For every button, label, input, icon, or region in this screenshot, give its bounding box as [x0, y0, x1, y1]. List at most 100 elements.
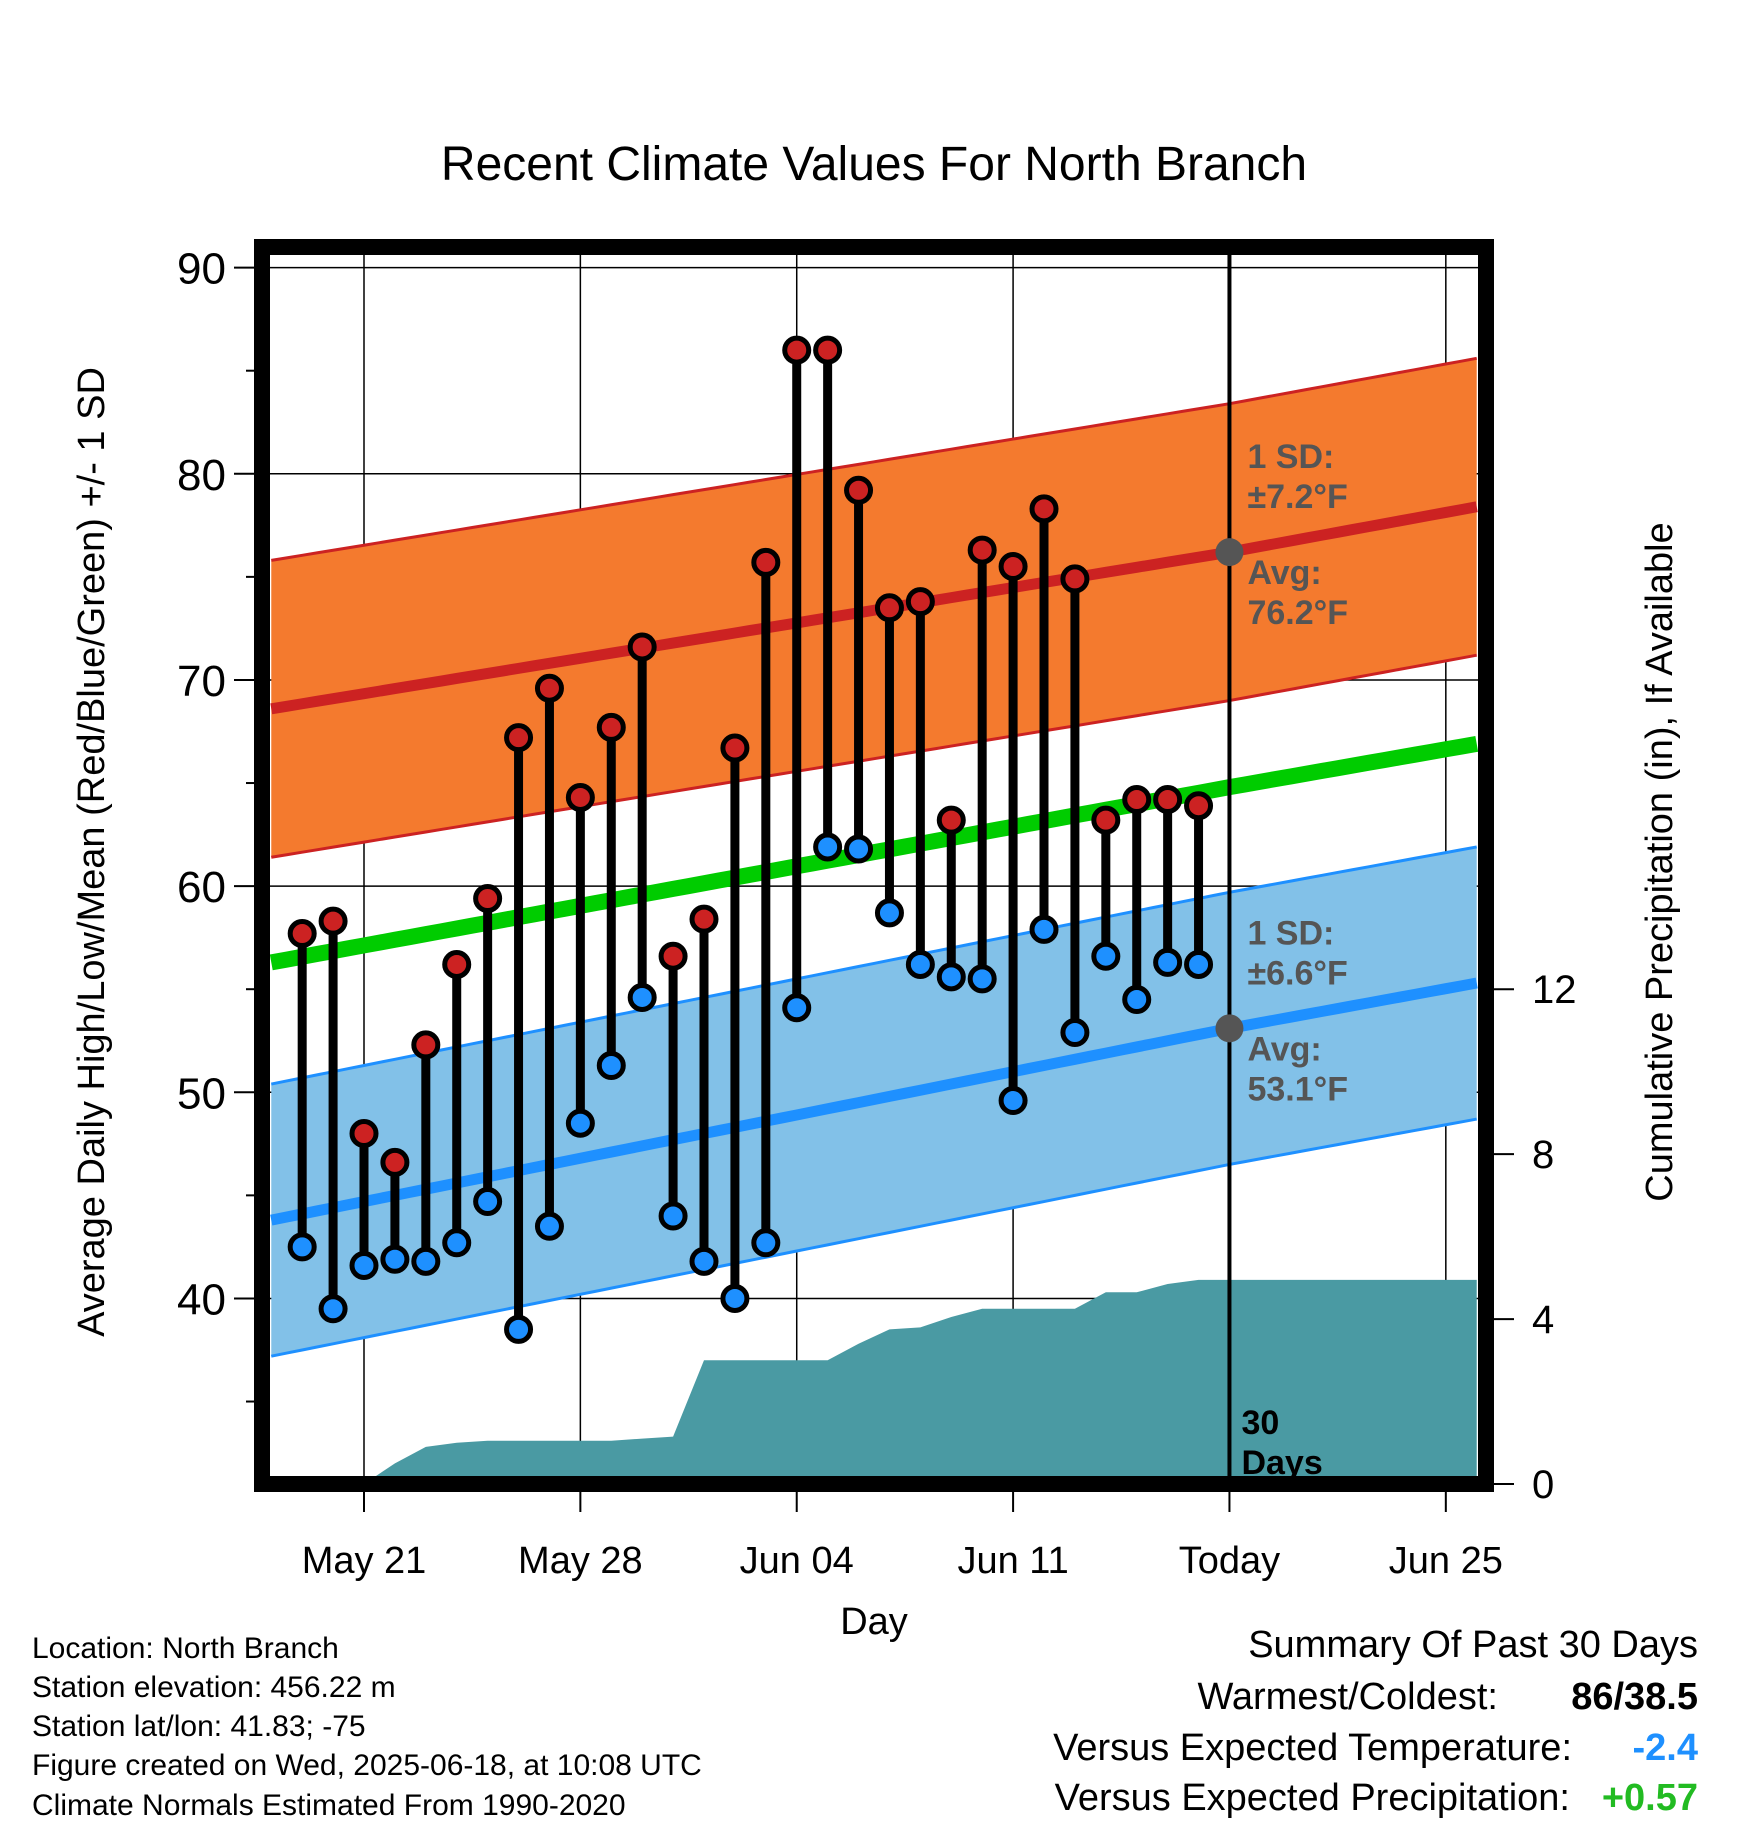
high-point [720, 733, 750, 763]
y-tick-label: 70 [177, 657, 226, 706]
high-point [318, 906, 348, 936]
high-point [287, 919, 317, 949]
low-point [1122, 985, 1152, 1015]
y-tick-label: 90 [177, 245, 226, 294]
low-normal-line [270, 977, 1478, 1226]
low-point [1029, 914, 1059, 944]
high-point [844, 475, 874, 505]
chart-title: Recent Climate Values For North Branch [441, 138, 1307, 191]
mean-normal-line [269, 735, 1479, 971]
high-point [813, 335, 843, 365]
high-point [442, 949, 472, 979]
high-point [751, 547, 781, 577]
high-point [874, 593, 904, 623]
low-point [1091, 941, 1121, 971]
y-tick-label: 60 [177, 863, 226, 912]
high-sd-value: ±7.2°F [1247, 478, 1347, 516]
high-point [936, 805, 966, 835]
days-word: Days [1241, 1444, 1322, 1482]
y-axis-label: Average Daily High/Low/Mean (Red/Blue/Gr… [71, 367, 113, 1337]
summary-temp-label: Versus Expected Temperature: [1053, 1727, 1572, 1769]
low-point [720, 1283, 750, 1313]
x-tick-label: May 21 [302, 1540, 427, 1582]
y2-tick-label: 4 [1532, 1298, 1554, 1342]
y2-tick-label: 12 [1532, 968, 1577, 1012]
high-point [380, 1147, 410, 1177]
low-point [1153, 947, 1183, 977]
low-point [596, 1050, 626, 1080]
low-point [380, 1244, 410, 1274]
low-point [874, 898, 904, 928]
summary-precip-label: Versus Expected Precipitation: [1054, 1777, 1570, 1819]
high-point [1122, 785, 1152, 815]
high-point [1184, 791, 1214, 821]
high-sd-label: 1 SD: [1247, 438, 1334, 476]
summary-warmest-hi: 86 [1571, 1676, 1614, 1718]
low-point [967, 964, 997, 994]
low-point [689, 1246, 719, 1276]
high-point [565, 782, 595, 812]
low-point [1060, 1017, 1090, 1047]
high-point [967, 535, 997, 565]
low-sd-value: ±6.6°F [1247, 954, 1347, 992]
x-axis-label: Day [840, 1601, 908, 1643]
info-latlon: Station lat/lon: 41.83; -75 [32, 1710, 366, 1743]
summary-warmest-sep: / [1613, 1676, 1625, 1718]
high-avg-value: 76.2°F [1247, 594, 1348, 632]
precip-area [364, 1279, 1477, 1484]
y-tick-label: 40 [177, 1275, 226, 1324]
today-low-avg-marker [1215, 1014, 1244, 1043]
high-point [349, 1119, 379, 1149]
y-tick-label: 50 [177, 1069, 226, 1118]
low-sd-band-edge [270, 845, 1478, 1086]
low-avg-value: 53.1°F [1247, 1070, 1348, 1108]
x-tick-label: Jun 04 [740, 1540, 854, 1582]
low-point [473, 1187, 503, 1217]
high-point [905, 587, 935, 617]
low-point [287, 1232, 317, 1262]
high-point [689, 904, 719, 934]
summary-warmest-lo: 38.5 [1624, 1676, 1698, 1718]
high-point [627, 632, 657, 662]
low-point [905, 949, 935, 979]
low-point [565, 1108, 595, 1138]
y2-tick-label: 0 [1532, 1463, 1554, 1507]
low-sd-band-edge [270, 1117, 1478, 1358]
low-point [442, 1228, 472, 1258]
high-point [534, 673, 564, 703]
high-point [1060, 564, 1090, 594]
low-point [936, 962, 966, 992]
high-point [411, 1030, 441, 1060]
y2-tick-label: 8 [1532, 1133, 1554, 1177]
info-created: Figure created on Wed, 2025-06-18, at 10… [32, 1749, 702, 1782]
y2-axis-label: Cumulative Precipitation (in), If Availa… [1639, 522, 1681, 1201]
low-point [504, 1314, 534, 1344]
summary-temp-value: -2.4 [1632, 1727, 1698, 1769]
summary-warmest-label: Warmest/Coldest: [1197, 1676, 1498, 1718]
high-point [658, 941, 688, 971]
low-point [751, 1228, 781, 1258]
summary-precip-value: +0.57 [1601, 1777, 1698, 1819]
high-sd-band-edge [271, 653, 1478, 859]
low-point [782, 993, 812, 1023]
days-number: 30 [1241, 1404, 1279, 1442]
high-point [504, 723, 534, 753]
x-tick-label: May 28 [518, 1540, 643, 1582]
info-elevation: Station elevation: 456.22 m [32, 1671, 396, 1704]
high-normal-line [270, 501, 1478, 715]
low-sd-label: 1 SD: [1247, 914, 1334, 952]
high-avg-label: Avg: [1247, 554, 1321, 592]
info-normals: Climate Normals Estimated From 1990-2020 [32, 1789, 626, 1822]
low-point [318, 1294, 348, 1324]
today-high-avg-marker [1215, 538, 1244, 567]
low-point [349, 1250, 379, 1280]
low-point [658, 1201, 688, 1231]
x-tick-label: Jun 25 [1389, 1540, 1503, 1582]
low-point [534, 1211, 564, 1241]
x-tick-label: Jun 11 [957, 1540, 1068, 1582]
low-point [813, 832, 843, 862]
high-point [1029, 494, 1059, 524]
low-point [998, 1086, 1028, 1116]
